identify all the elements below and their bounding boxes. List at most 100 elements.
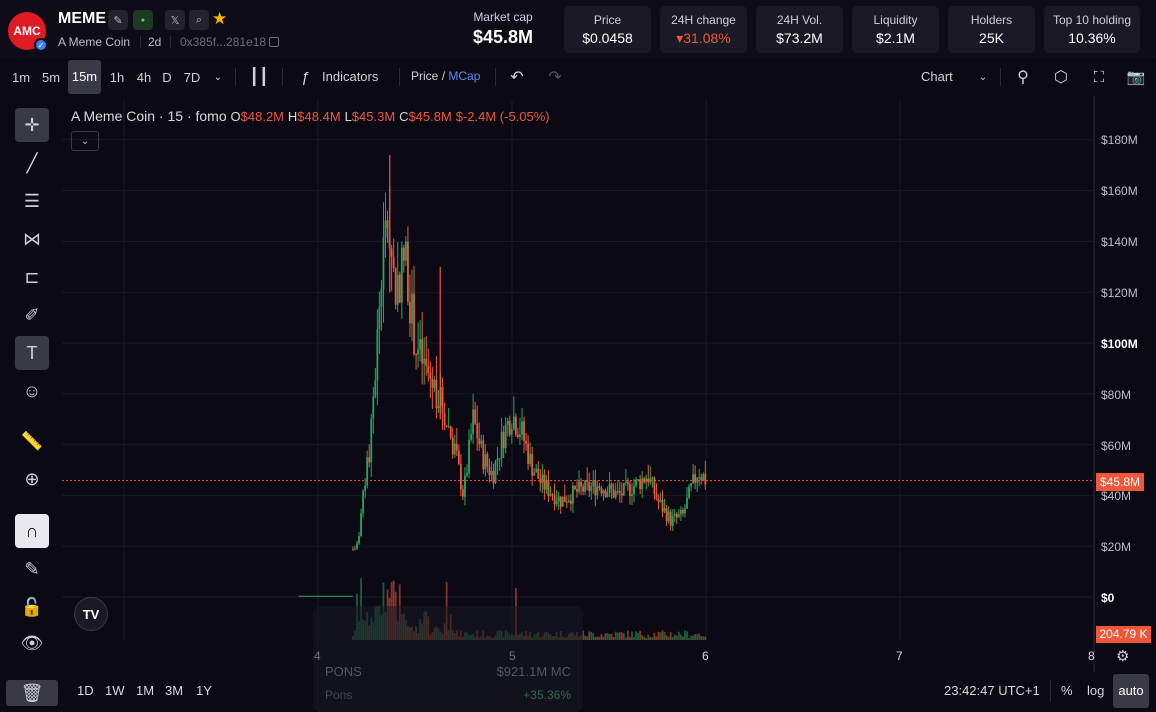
candle-body	[378, 307, 381, 330]
volume-bar	[586, 636, 589, 640]
alert-search-icon[interactable]: ⚲	[1017, 69, 1029, 86]
pattern-icon[interactable]: ⋈	[23, 228, 41, 249]
undo-icon[interactable]: ↶	[510, 69, 524, 86]
candle-body	[669, 511, 672, 526]
trendline-icon[interactable]: ╱	[26, 152, 38, 173]
volume-bar	[598, 636, 601, 640]
candle-body	[584, 480, 587, 492]
launchpad-icon[interactable]: ●	[133, 10, 153, 30]
candle-body	[545, 480, 548, 490]
market-cap: Market cap $45.8M	[470, 10, 536, 48]
timeframe-7d[interactable]: 7D	[183, 70, 201, 85]
candle-body	[576, 489, 578, 492]
brush-icon[interactable]: ✐	[24, 304, 40, 325]
stat-label: 24H Vol.	[776, 13, 823, 27]
timeframe-1m[interactable]: 1m	[11, 70, 31, 85]
range-3m[interactable]: 3M	[165, 683, 184, 698]
zoom-in-icon[interactable]: ⊕	[24, 468, 40, 489]
mcap-option[interactable]: MCap	[448, 69, 481, 83]
candle-body	[561, 496, 564, 507]
candle-body	[455, 443, 458, 451]
candle-body	[374, 380, 377, 397]
timeframe-5m[interactable]: 5m	[41, 70, 61, 85]
candle-body	[486, 454, 489, 467]
price-option[interactable]: Price	[411, 69, 439, 83]
price-mcap-toggle[interactable]: Price / MCap	[411, 69, 480, 83]
candle-body	[647, 478, 650, 483]
token-ticker: MEME	[58, 10, 106, 27]
stat-top10-holding: Top 10 holding 10.36%	[1044, 6, 1140, 53]
timeframe-d[interactable]: D	[162, 70, 172, 85]
legend-collapse-button[interactable]: ⌄	[71, 131, 99, 151]
search-icon[interactable]: ⌕	[189, 10, 209, 30]
candle-body	[543, 474, 546, 490]
timeframe-15m[interactable]: 15m	[68, 60, 101, 94]
emoji-icon[interactable]: ☺	[22, 380, 42, 401]
axis-settings-icon[interactable]: ⚙	[1116, 648, 1130, 665]
candle-body	[398, 274, 401, 303]
magnet-icon[interactable]: ∩	[15, 514, 49, 548]
crosshair-icon[interactable]: ✛	[15, 108, 49, 142]
settings-hex-icon[interactable]: ⬡	[1054, 69, 1068, 86]
timeframe-dropdown-icon[interactable]: ⌄	[213, 72, 223, 83]
stat-label: 24H change	[671, 13, 736, 27]
auto-toggle[interactable]: auto	[1113, 674, 1149, 708]
market-cap-label: Market cap	[473, 10, 533, 24]
volume-bar	[612, 637, 615, 640]
projection-icon[interactable]: ⊏	[24, 266, 40, 287]
lock-drawing-icon[interactable]: ✎	[24, 558, 40, 579]
volume-bar	[694, 634, 697, 640]
lock-icon[interactable]: 🔓	[20, 596, 44, 617]
range-1m[interactable]: 1M	[136, 683, 155, 698]
candle-body	[468, 439, 470, 474]
indicators-icon[interactable]: ƒ	[300, 69, 310, 86]
candle-body	[537, 468, 540, 479]
indicators-button[interactable]: Indicators	[322, 69, 379, 84]
candle-body	[476, 423, 479, 439]
candle-body	[488, 466, 491, 476]
contract-address[interactable]: 0x385f...281e18	[180, 35, 267, 49]
eye-icon[interactable]: 👁	[20, 632, 44, 653]
candle-body	[547, 480, 550, 496]
candle-body	[624, 481, 627, 483]
timeframe-1h[interactable]: 1h	[109, 70, 125, 85]
candle-body	[437, 405, 440, 409]
candle-body	[533, 472, 536, 476]
y-axis-label: $60M	[1101, 439, 1132, 453]
edit-icon[interactable]: ✎	[108, 10, 128, 30]
clock[interactable]: 23:42:47 UTC+1	[944, 683, 1040, 698]
volume-bar	[702, 636, 705, 640]
x-social-icon[interactable]: 𝕏	[165, 10, 185, 30]
chart-legend: A Meme Coin · 15 · fomo O$48.2M H$48.4M …	[71, 108, 550, 124]
chart-toolbar: 1m 5m 15m 1h 4h D 7D ⌄ ┃┃ ƒ Indicators P…	[0, 58, 1156, 96]
trash-icon[interactable]: 🗑	[6, 680, 58, 706]
candle-body	[592, 480, 595, 487]
fullscreen-icon[interactable]: ⛶	[1093, 69, 1105, 86]
candle-body	[629, 483, 631, 496]
fib-lines-icon[interactable]: ☰	[23, 190, 41, 211]
log-toggle[interactable]: log	[1087, 683, 1105, 698]
range-1d[interactable]: 1D	[77, 683, 94, 698]
percent-toggle[interactable]: %	[1061, 683, 1073, 698]
candle-body	[413, 293, 415, 355]
range-1y[interactable]: 1Y	[196, 683, 212, 698]
candle-body	[614, 491, 617, 498]
stat-value: 25K	[979, 30, 1004, 46]
copy-icon[interactable]	[269, 37, 279, 47]
candle-body	[366, 457, 369, 486]
timeframe-4h[interactable]: 4h	[136, 70, 152, 85]
chevron-down-icon[interactable]: ⌄	[978, 72, 988, 83]
chart-type-selector[interactable]: Chart	[921, 69, 953, 84]
camera-icon[interactable]: 📷	[1126, 69, 1146, 86]
candle-type-icon[interactable]: ┃┃	[249, 69, 269, 86]
candle-body	[620, 493, 623, 496]
divider	[495, 68, 496, 86]
text-tool-icon[interactable]: T	[15, 336, 49, 370]
market-cap-value: $45.8M	[472, 27, 534, 47]
redo-icon[interactable]: ↷	[548, 69, 562, 86]
favorite-star-icon[interactable]: ★	[212, 9, 228, 28]
candle-body	[409, 301, 411, 324]
ruler-icon[interactable]: 📏	[20, 430, 44, 451]
range-1w[interactable]: 1W	[105, 683, 125, 698]
